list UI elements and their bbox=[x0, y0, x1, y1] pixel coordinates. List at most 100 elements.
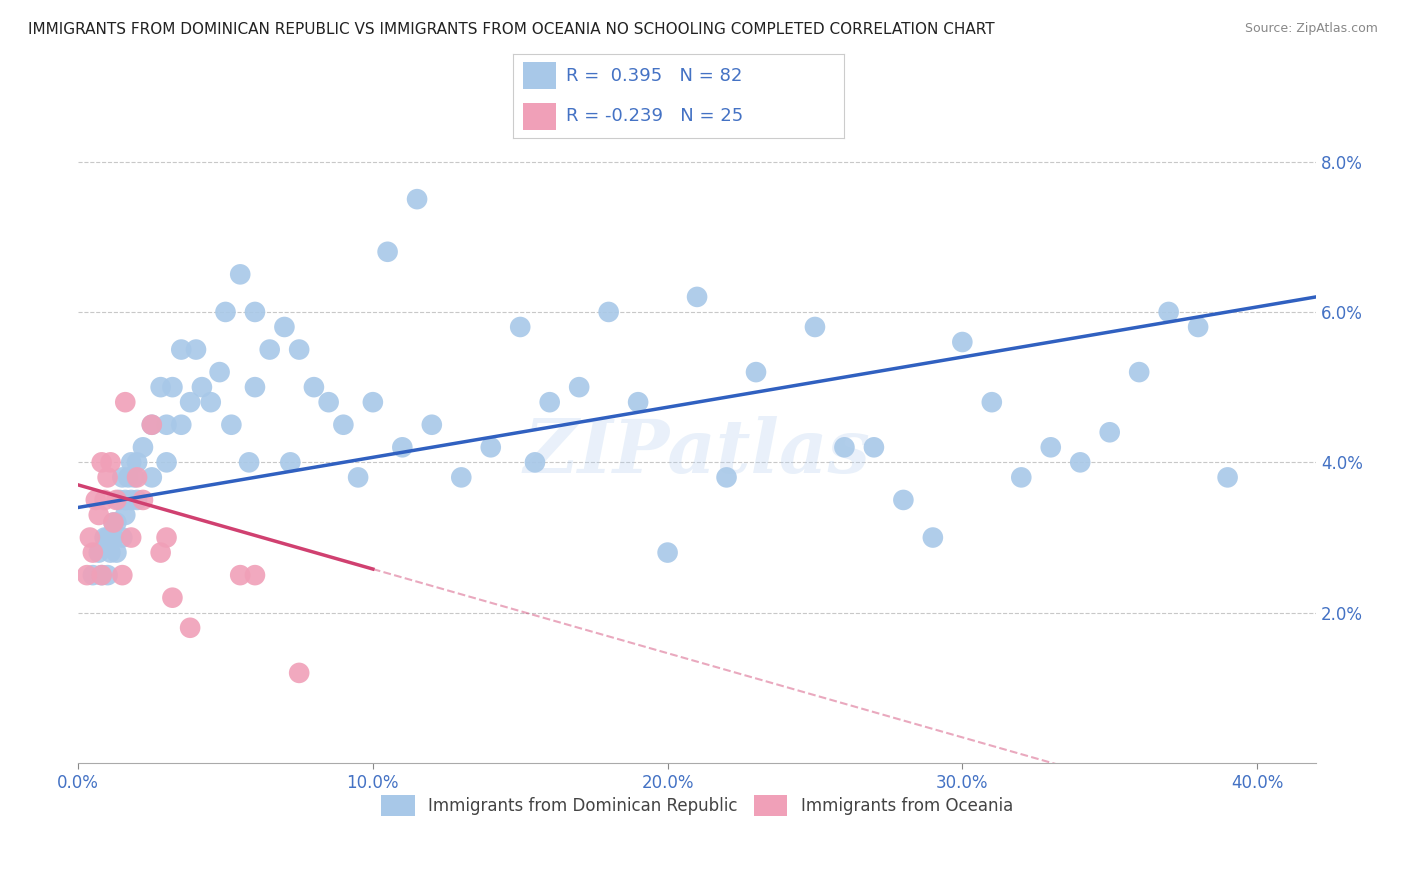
Point bbox=[149, 380, 172, 394]
Point bbox=[980, 395, 1002, 409]
Point bbox=[93, 531, 115, 545]
Point bbox=[686, 290, 709, 304]
Point bbox=[114, 508, 136, 522]
Point bbox=[122, 470, 145, 484]
Point bbox=[117, 470, 139, 484]
Point bbox=[1039, 440, 1062, 454]
Point bbox=[1010, 470, 1032, 484]
Text: IMMIGRANTS FROM DOMINICAN REPUBLIC VS IMMIGRANTS FROM OCEANIA NO SCHOOLING COMPL: IMMIGRANTS FROM DOMINICAN REPUBLIC VS IM… bbox=[28, 22, 995, 37]
Point bbox=[238, 455, 260, 469]
Point bbox=[162, 380, 184, 394]
Point bbox=[93, 492, 115, 507]
Point bbox=[141, 417, 163, 432]
Text: R = -0.239   N = 25: R = -0.239 N = 25 bbox=[567, 107, 744, 125]
Point bbox=[97, 531, 120, 545]
Point bbox=[302, 380, 325, 394]
Point bbox=[1187, 320, 1209, 334]
Point bbox=[406, 192, 429, 206]
Point bbox=[149, 545, 172, 559]
Point bbox=[87, 545, 110, 559]
Point bbox=[834, 440, 856, 454]
Point bbox=[377, 244, 399, 259]
Point bbox=[111, 568, 134, 582]
Point bbox=[125, 470, 148, 484]
Point bbox=[125, 455, 148, 469]
Point bbox=[132, 492, 155, 507]
Legend: Immigrants from Dominican Republic, Immigrants from Oceania: Immigrants from Dominican Republic, Immi… bbox=[374, 789, 1019, 822]
Point bbox=[259, 343, 281, 357]
Point bbox=[90, 455, 112, 469]
Point bbox=[191, 380, 214, 394]
Point bbox=[893, 492, 915, 507]
Point bbox=[179, 395, 201, 409]
Point bbox=[120, 531, 142, 545]
Point bbox=[114, 492, 136, 507]
Point bbox=[103, 531, 125, 545]
Point bbox=[82, 568, 104, 582]
Point bbox=[90, 568, 112, 582]
Point bbox=[105, 545, 128, 559]
Point bbox=[111, 531, 134, 545]
Point bbox=[745, 365, 768, 379]
Point bbox=[627, 395, 650, 409]
Point bbox=[1069, 455, 1091, 469]
Point bbox=[79, 531, 101, 545]
Point bbox=[141, 470, 163, 484]
Point bbox=[221, 417, 243, 432]
Point bbox=[229, 268, 252, 282]
Point bbox=[155, 531, 177, 545]
Point bbox=[598, 305, 620, 319]
Point bbox=[162, 591, 184, 605]
Text: ZIPatlas: ZIPatlas bbox=[523, 416, 870, 488]
Point bbox=[361, 395, 384, 409]
Point bbox=[120, 455, 142, 469]
Point bbox=[450, 470, 472, 484]
Bar bbox=[523, 62, 557, 89]
Point bbox=[111, 470, 134, 484]
Point bbox=[114, 395, 136, 409]
Point bbox=[170, 417, 193, 432]
Point bbox=[1098, 425, 1121, 440]
Point bbox=[100, 455, 122, 469]
Point bbox=[1216, 470, 1239, 484]
Bar bbox=[523, 103, 557, 130]
Point bbox=[318, 395, 340, 409]
Point bbox=[229, 568, 252, 582]
Point bbox=[170, 343, 193, 357]
Point bbox=[243, 305, 266, 319]
Point bbox=[288, 343, 311, 357]
Point bbox=[132, 440, 155, 454]
Point bbox=[523, 455, 546, 469]
Point bbox=[200, 395, 222, 409]
Point bbox=[657, 545, 679, 559]
Point bbox=[125, 492, 148, 507]
Point bbox=[84, 492, 107, 507]
Point bbox=[108, 492, 131, 507]
Point bbox=[141, 417, 163, 432]
Text: Source: ZipAtlas.com: Source: ZipAtlas.com bbox=[1244, 22, 1378, 36]
Point bbox=[155, 455, 177, 469]
Point bbox=[1128, 365, 1150, 379]
Point bbox=[538, 395, 561, 409]
Point bbox=[179, 621, 201, 635]
Point bbox=[87, 508, 110, 522]
Point bbox=[568, 380, 591, 394]
Point bbox=[273, 320, 295, 334]
Point bbox=[243, 380, 266, 394]
Point bbox=[82, 545, 104, 559]
Point bbox=[863, 440, 886, 454]
Point bbox=[208, 365, 231, 379]
Point bbox=[76, 568, 98, 582]
Point bbox=[120, 492, 142, 507]
Point bbox=[332, 417, 354, 432]
Point bbox=[155, 417, 177, 432]
Point bbox=[100, 545, 122, 559]
Point bbox=[103, 516, 125, 530]
Point bbox=[105, 492, 128, 507]
Point bbox=[105, 516, 128, 530]
Point bbox=[1157, 305, 1180, 319]
Point bbox=[921, 531, 943, 545]
Point bbox=[420, 417, 443, 432]
Point bbox=[288, 665, 311, 680]
Point bbox=[950, 334, 973, 349]
